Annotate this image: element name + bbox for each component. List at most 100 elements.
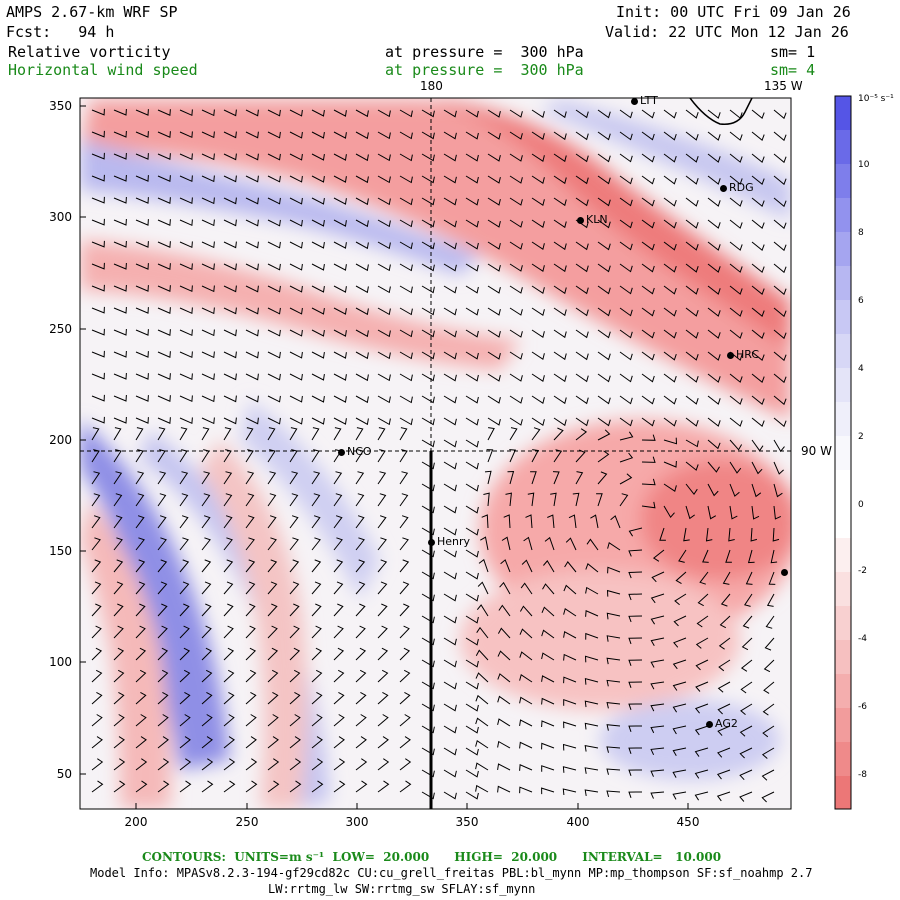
wind-barb [201,537,211,551]
wind-barb [267,581,278,595]
model-info: Model Info: MPASv8.2.3-194-gf29cd82c CU:… [90,866,813,880]
wind-barb [421,219,435,228]
wind-barb [267,691,279,705]
wind-barb [289,417,303,425]
wind-barb [201,263,215,271]
y-tick-150: 150 [49,544,72,558]
wind-barb [531,197,545,207]
wind-barb [751,197,765,208]
wind-barbs [91,108,787,803]
wind-barb [443,395,457,404]
wind-barb [179,175,193,183]
wind-barb [377,780,390,793]
wind-barb [584,789,599,796]
wind-barb [421,109,435,118]
wind-barb [91,328,105,336]
wind-barb [333,780,346,793]
wind-barb [91,780,104,793]
wind-barb [663,153,677,163]
wind-barb [113,515,123,529]
wind-barb [355,175,369,184]
wind-barb [157,736,169,749]
wind-barb [245,219,259,227]
wind-barb [563,608,577,617]
wind-barb [443,241,457,250]
wind-barb [91,306,105,314]
wind-barb [421,329,435,338]
wind-barb [761,747,775,759]
wind-barb [553,109,567,119]
axis-ticks [80,105,689,809]
wind-barb [541,606,555,617]
wind-barb [135,329,149,336]
wind-barb [729,373,743,383]
wind-barb [443,703,457,712]
wind-barb [113,372,127,380]
wind-barb [399,625,410,639]
wind-barb [245,263,259,271]
wind-barb [399,417,413,426]
wind-barb [355,647,367,661]
wind-barb [606,657,621,665]
wind-barb [421,747,435,756]
wind-barb [685,483,698,496]
field2-name: Horizontal wind speed [8,61,198,79]
colorbar-label-10: 10 [858,160,870,170]
wind-barb [223,780,236,793]
wind-barb [113,559,124,573]
wind-barb [333,736,345,749]
wind-barb [773,395,787,406]
colorbar-label-m4: -4 [858,634,867,644]
wind-barb [443,483,457,492]
wind-barb [597,175,611,185]
wind-barb [245,714,257,727]
wind-barb [619,431,634,441]
wind-barb [91,603,102,617]
wind-barb [267,263,281,271]
wind-barb [377,307,391,316]
wind-barb [575,241,589,251]
wind-barb [641,175,655,185]
wind-barb [531,417,545,427]
wind-barb [505,492,512,507]
wind-barb [520,582,533,595]
wind-barb [157,647,169,661]
wind-barb [729,263,743,273]
wind-barb [719,615,731,629]
wind-barb [201,736,213,749]
wind-barb [584,700,599,708]
wind-barb [553,285,567,295]
wind-barb [705,527,713,542]
wind-barb [619,153,633,163]
wind-barb [663,219,677,229]
x-tick-300: 300 [345,815,369,829]
wind-barb [399,669,411,683]
wind-barb [135,175,149,182]
wind-barb [377,669,389,683]
wind-barb [465,483,479,492]
wind-barb [740,703,753,715]
station-ag2: AG2 [706,717,738,730]
wind-barb [773,219,787,230]
wind-barb [179,329,193,337]
wind-barb [377,758,390,771]
wind-barb [628,725,643,732]
wind-barb [267,449,276,463]
wind-barb [553,197,567,207]
wind-barb [377,131,391,140]
wind-barb [519,605,533,617]
wind-barb [707,307,721,317]
wind-barb [355,417,369,426]
wind-barb [91,669,103,683]
wind-barb [519,696,533,705]
wind-barb [399,109,413,118]
station-nco: NCO [338,445,372,458]
wind-barb [717,681,731,693]
wind-barb [519,674,533,683]
valid-time: Valid: 22 UTC Mon 12 Jan 26 [605,23,849,41]
wind-barb [523,536,533,551]
wind-barb [672,659,687,670]
wind-barb [421,681,435,690]
wind-barb [377,175,391,184]
wind-barb [421,461,435,470]
